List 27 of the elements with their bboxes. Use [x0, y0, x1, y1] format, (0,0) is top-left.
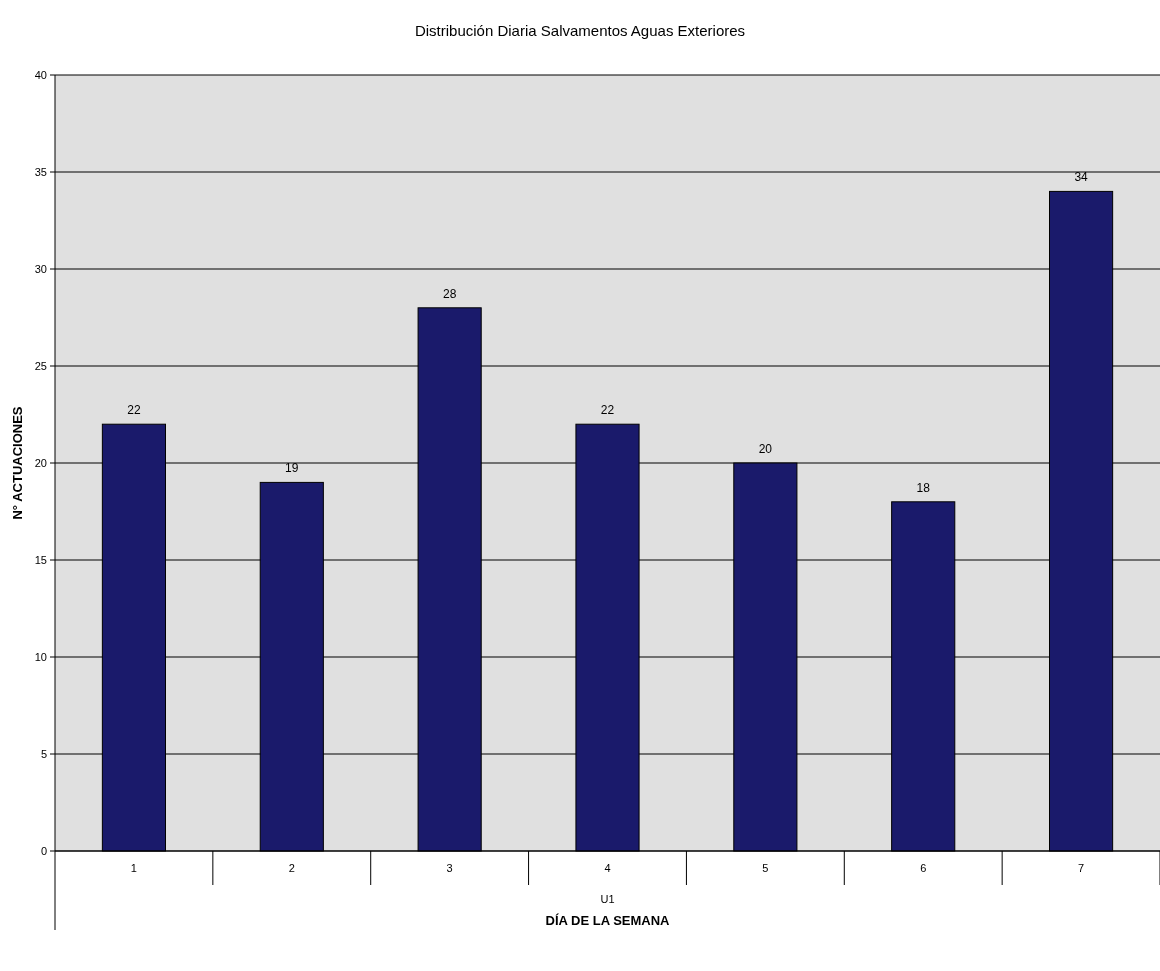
y-tick-label: 35 [34, 166, 47, 178]
data-label: 28 [442, 286, 457, 301]
y-tick-label: 40 [34, 69, 47, 81]
data-label: 22 [127, 403, 141, 418]
x-tick-label: 1 [130, 862, 137, 874]
x-tick-label: 2 [288, 862, 295, 874]
x-tick-label: 4 [604, 862, 611, 874]
data-label: 22 [600, 403, 615, 418]
chart-title: Distribución Diaria Salvamentos Aguas Exteriores [414, 22, 746, 39]
y-tick-label: 5 [40, 748, 47, 760]
y-tick-label: 20 [34, 457, 47, 469]
data-label: 19 [285, 461, 299, 476]
y-tick-label: 25 [34, 360, 47, 372]
data-label: 18 [916, 480, 931, 495]
text: U1 [600, 893, 615, 905]
x-tick-label: 6 [920, 862, 927, 874]
data-label: 34 [1074, 170, 1089, 185]
x-axis-title: DÍA DE LA SEMANA [545, 913, 671, 928]
y-tick-label: 15 [34, 554, 47, 566]
y-tick-label: 10 [34, 651, 47, 663]
x-tick-label: 3 [446, 862, 453, 874]
data-label: 20 [758, 442, 773, 456]
y-axis-title: N° ACTUACIONES [10, 406, 25, 520]
y-tick-label: 0 [40, 845, 47, 857]
x-tick-label: 5 [762, 862, 769, 874]
y-tick-label: 30 [34, 263, 47, 275]
x-tick-label: 7 [1078, 862, 1085, 874]
